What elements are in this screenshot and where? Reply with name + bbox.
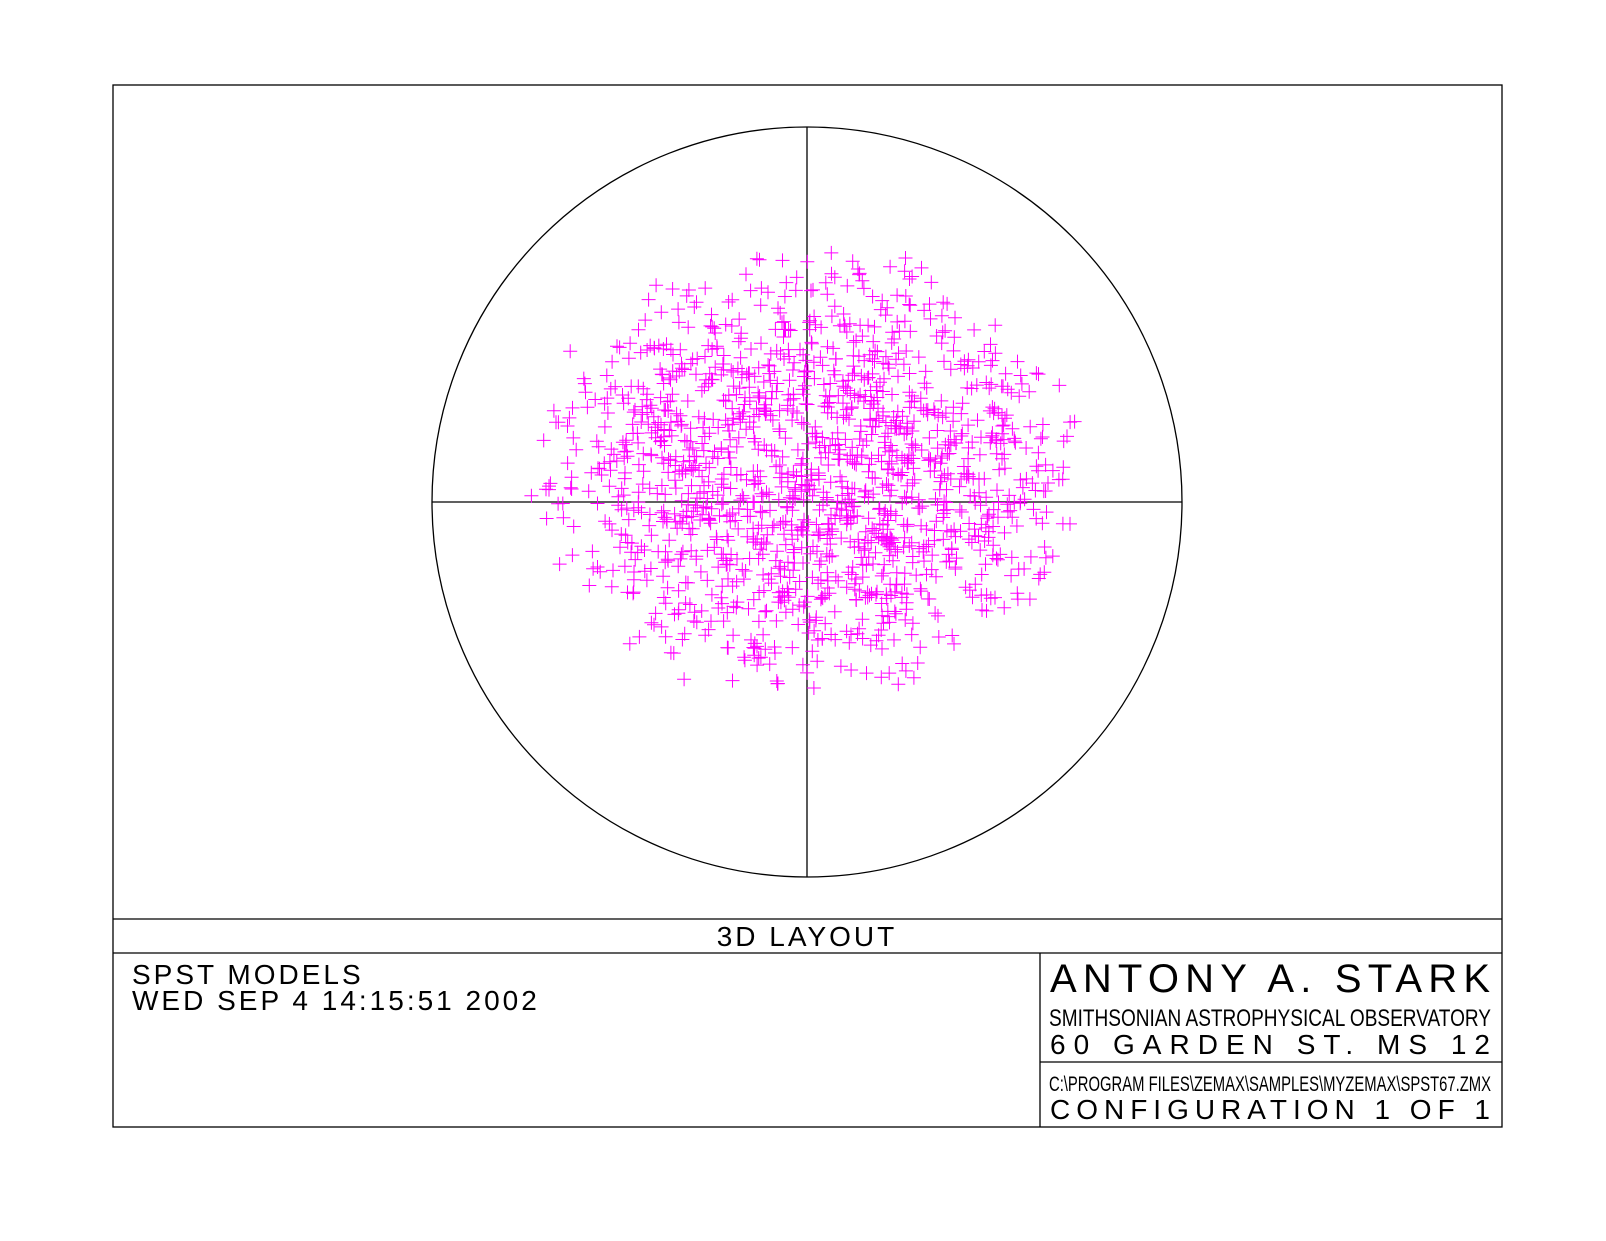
author-name: ANTONY A. STARK — [1050, 957, 1490, 1001]
plot-title: 3D LAYOUT — [717, 921, 898, 952]
address: 60 GARDEN ST. MS 12 — [1050, 1029, 1490, 1060]
file-path: C:\PROGRAM FILES\ZEMAX\SAMPLES\MYZEMAX\S… — [1049, 1073, 1491, 1096]
configuration: CONFIGURATION 1 OF 1 — [1050, 1094, 1490, 1125]
spot-crosses — [524, 245, 1082, 695]
institution: SMITHSONIAN ASTROPHYSICAL OBSERVATORY — [1049, 1005, 1491, 1032]
plot-frame — [112, 84, 1503, 1128]
spot-cross-path — [524, 245, 1082, 695]
date: WED SEP 4 14:15:51 2002 — [132, 985, 540, 1016]
lens-name: SPST MODELS — [132, 959, 364, 990]
